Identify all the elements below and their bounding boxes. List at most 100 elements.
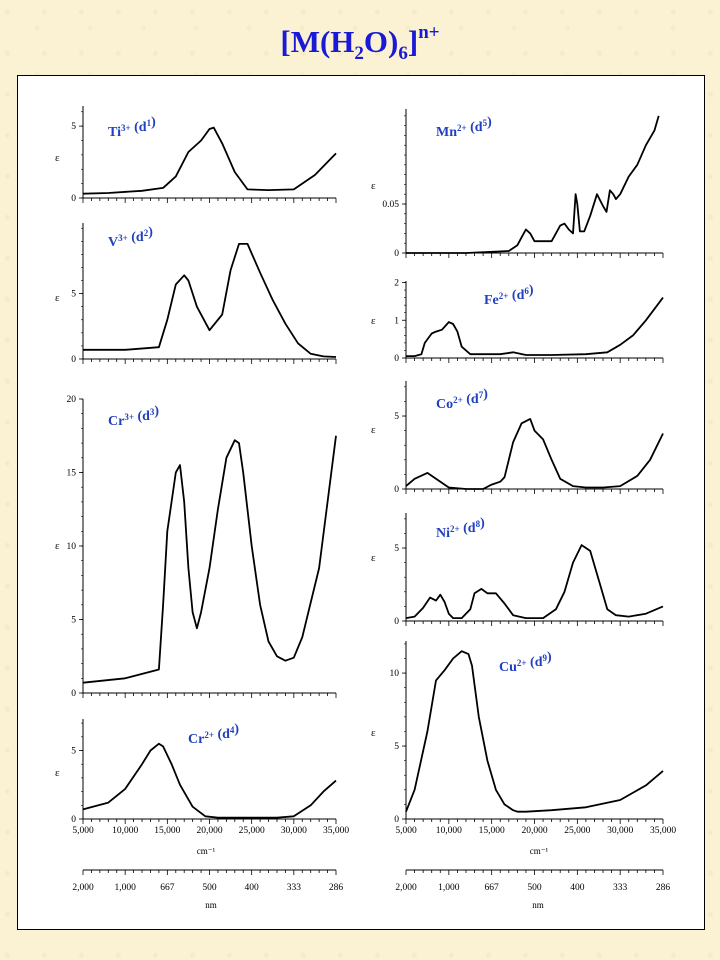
ion-label: Co2+ (d7) xyxy=(436,387,488,412)
epsilon-axis-symbol: ε xyxy=(371,424,376,436)
y-tick-label: 10 xyxy=(67,542,77,552)
nm-tick-label: 667 xyxy=(160,883,175,893)
ion-label-text: Cr xyxy=(108,414,124,429)
y-tick-label: 0 xyxy=(394,617,399,627)
ion-label-text: ) xyxy=(154,404,159,419)
ion-label-superscript: 2+ xyxy=(517,658,527,668)
spectrum-plot-ti-3plus: 0 5 ε Ti3+ (d1) xyxy=(55,106,337,204)
ion-label-text: ) xyxy=(529,283,534,298)
page-title: [M(H2O)6]n+ xyxy=(0,22,720,65)
title-close: ] xyxy=(407,24,419,59)
spectrum-curve xyxy=(405,650,664,813)
nm-tick-label: 1,000 xyxy=(114,883,136,893)
ion-label: Cr2+ (d4) xyxy=(188,722,239,747)
ion-label-superscript: 8 xyxy=(476,519,481,529)
ion-label: Ti3+ (d1) xyxy=(108,115,156,140)
epsilon-axis-symbol: ε xyxy=(55,767,60,779)
ion-label-text: ) xyxy=(547,650,552,665)
ion-label-text: (d xyxy=(128,230,144,245)
y-tick-label: 5 xyxy=(394,742,399,752)
wavenumber-tick-label: 25,000 xyxy=(564,826,590,836)
nm-tick-label: 400 xyxy=(245,883,260,893)
ion-label-text: (d xyxy=(131,120,147,135)
wavenumber-tick-label: 5,000 xyxy=(395,826,417,836)
y-tick-label: 0.05 xyxy=(382,200,399,210)
spectrum-plot-mn-2plus: 0 0.05 ε Mn2+ (d5) xyxy=(371,109,664,259)
wavenumber-tick-label: 20,000 xyxy=(521,826,547,836)
ion-label-text: ) xyxy=(151,115,156,130)
ion-label-text: Mn xyxy=(436,125,457,140)
wavenumber-tick-label: 20,000 xyxy=(196,826,222,836)
wavenumber-unit-label: cm⁻¹ xyxy=(197,846,216,856)
ion-label-superscript: 2+ xyxy=(499,291,509,301)
y-tick-label: 0 xyxy=(71,689,76,699)
title-sub-6: 6 xyxy=(398,43,408,64)
left-bottom-axes: 5,000 10,000 15,000 20,000 25,000 30,000 35,00… xyxy=(72,826,349,910)
nm-unit-label: nm xyxy=(205,900,217,910)
wavenumber-tick-label: 10,000 xyxy=(436,826,462,836)
epsilon-axis-symbol: ε xyxy=(371,180,376,192)
wavenumber-tick-label: 35,000 xyxy=(650,826,676,836)
ion-label-text: Cu xyxy=(499,660,517,675)
ion-label: V3+ (d2) xyxy=(108,225,153,250)
nm-tick-label: 2,000 xyxy=(72,883,94,893)
ion-label-superscript: 5 xyxy=(483,118,488,128)
nm-tick-label: 500 xyxy=(202,883,217,893)
ion-label: Mn2+ (d5) xyxy=(436,115,492,140)
title-main: [M(H xyxy=(280,24,355,59)
y-tick-label: 5 xyxy=(71,616,76,626)
spectrum-plot-fe-2plus: 0 1 2 ε Fe2+ (d6) xyxy=(371,279,664,364)
y-tick-label: 0 xyxy=(71,194,76,204)
nm-tick-label: 1,000 xyxy=(438,883,460,893)
nm-tick-label: 286 xyxy=(329,883,344,893)
ion-label-text: (d xyxy=(463,392,479,407)
ion-label-superscript: 3+ xyxy=(124,412,134,422)
wavenumber-tick-label: 35,000 xyxy=(323,826,349,836)
spectrum-plot-v-3plus: 0 5 ε V3+ (d2) xyxy=(55,223,337,365)
spectrum-curve xyxy=(406,297,664,357)
nm-tick-label: 400 xyxy=(570,883,585,893)
wavenumber-tick-label: 25,000 xyxy=(239,826,265,836)
ion-label-text: ) xyxy=(487,115,492,130)
ion-label-superscript: 2+ xyxy=(457,123,467,133)
ion-label-superscript: 2+ xyxy=(453,395,463,405)
y-tick-label: 1 xyxy=(394,316,399,326)
ion-label-superscript: 4 xyxy=(230,725,235,735)
spectrum-plot-cr-3plus: 0 5 10 15 20 ε Cr3+ (d3) xyxy=(55,395,337,699)
y-tick-label: 5 xyxy=(71,747,76,757)
ion-label-superscript: 7 xyxy=(479,390,484,400)
y-tick-label: 5 xyxy=(394,544,399,554)
epsilon-axis-symbol: ε xyxy=(55,152,60,164)
ion-label-superscript: 2 xyxy=(144,228,149,238)
y-tick-label: 0 xyxy=(71,355,76,365)
ion-label-superscript: 2+ xyxy=(204,730,214,740)
wavenumber-tick-label: 10,000 xyxy=(112,826,138,836)
ion-label-superscript: 3+ xyxy=(118,233,128,243)
ion-label-text: (d xyxy=(527,655,543,670)
y-tick-label: 0 xyxy=(394,485,399,495)
ion-label-text: ) xyxy=(483,387,488,402)
ion-label-superscript: 6 xyxy=(524,286,529,296)
nm-tick-label: 2,000 xyxy=(395,883,417,893)
ion-label-superscript: 1 xyxy=(147,118,152,128)
nm-tick-label: 500 xyxy=(527,883,542,893)
epsilon-axis-symbol: ε xyxy=(371,315,376,327)
spectra-figure-panel: 0 5 ε Ti3+ (d1) 0 5 ε V3+ (d2) 0 5 10 15 20 ε Cr3+ (d3… xyxy=(17,75,705,930)
ion-label-text: (d xyxy=(508,288,524,303)
y-tick-label: 0 xyxy=(71,815,76,825)
ion-label-text: Co xyxy=(436,397,453,412)
wavenumber-unit-label: cm⁻¹ xyxy=(530,846,549,856)
y-tick-label: 5 xyxy=(71,122,76,132)
epsilon-axis-symbol: ε xyxy=(55,292,60,304)
epsilon-axis-symbol: ε xyxy=(55,540,60,552)
ion-label-text: (d xyxy=(134,409,150,424)
y-tick-label: 0 xyxy=(394,354,399,364)
nm-tick-label: 667 xyxy=(485,883,500,893)
wavenumber-tick-label: 5,000 xyxy=(72,826,94,836)
ion-label-superscript: 2+ xyxy=(450,524,460,534)
spectrum-curve xyxy=(82,742,337,819)
spectrum-curve xyxy=(82,126,337,195)
y-tick-label: 0 xyxy=(394,249,399,259)
spectrum-curve xyxy=(82,435,337,684)
wavenumber-tick-label: 30,000 xyxy=(607,826,633,836)
